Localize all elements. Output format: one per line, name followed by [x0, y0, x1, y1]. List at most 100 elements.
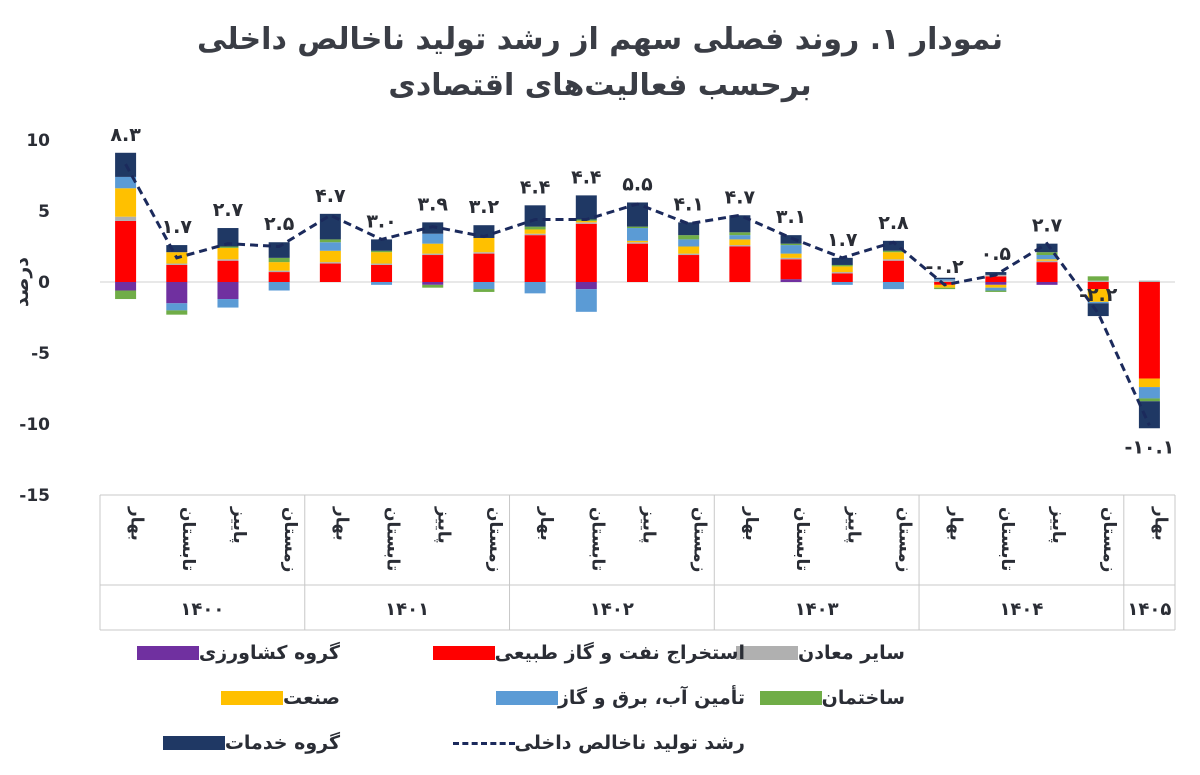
- group-label: ۱۴۰۴: [999, 599, 1043, 620]
- data-label: ۳.۹: [418, 193, 449, 215]
- data-label: -۰.۲: [925, 256, 964, 278]
- bar-segment: [729, 232, 751, 236]
- group-label: ۱۴۰۳: [795, 599, 839, 620]
- bar-segment: [627, 240, 648, 243]
- y-axis-label: درصد: [11, 257, 33, 307]
- legend-label: گروه خدمات: [224, 732, 340, 754]
- data-label: ۵.۵: [622, 173, 653, 195]
- bar-segment: [268, 257, 290, 263]
- bar-segment: [166, 303, 188, 311]
- x-tick-label: زمستان: [485, 507, 505, 572]
- bar-segment: [575, 289, 597, 312]
- bar-segment: [473, 252, 495, 254]
- bar-segment: [166, 245, 188, 253]
- bar-segment: [319, 242, 341, 251]
- data-label: -۲.۲: [1079, 284, 1118, 306]
- bar-segment: [524, 205, 546, 227]
- bar-segment: [217, 260, 239, 282]
- legend-swatch: [432, 646, 495, 660]
- bar-segment: [1087, 289, 1109, 302]
- y-tick-label: -5: [31, 344, 50, 364]
- bar-segment: [1087, 282, 1109, 290]
- bar-segment: [473, 282, 495, 290]
- bar-segment: [371, 282, 393, 285]
- x-tick-label: زمستان: [690, 507, 710, 572]
- x-tick-label: پاییز: [1048, 506, 1068, 544]
- data-label: ۴.۷: [315, 185, 346, 207]
- bar-segment: [371, 250, 393, 253]
- data-label: ۲.۵: [264, 213, 295, 235]
- legend-swatch: [221, 691, 284, 705]
- legend-label: استخراج نفت و گاز طبیعی: [494, 642, 745, 664]
- bar-segment: [1138, 378, 1160, 388]
- bar-segment: [1138, 280, 1160, 282]
- bar-segment: [319, 213, 341, 240]
- legend-swatch: [736, 646, 799, 660]
- legend-item: گروه کشاورزی: [121, 638, 340, 668]
- data-label: ۴.۷: [725, 186, 756, 208]
- legend-item: استخراج نفت و گاز طبیعی: [417, 638, 745, 668]
- bar-segment: [1036, 260, 1058, 263]
- bar-segment: [882, 259, 904, 261]
- bar-segment: [422, 243, 444, 254]
- bar-segment: [1138, 282, 1160, 379]
- data-label: -۱۰.۱: [1124, 436, 1174, 458]
- group-label: ۱۴۰۲: [590, 599, 634, 620]
- bar-segment: [217, 228, 239, 247]
- bar-segment: [575, 282, 597, 290]
- bar-segment: [371, 239, 393, 251]
- group-label: ۱۴۰۰: [180, 599, 224, 620]
- group-label: ۱۴۰۵: [1127, 599, 1171, 620]
- legend-line-swatch: [452, 741, 515, 745]
- chart-subtitle: برحسب فعالیت‌های اقتصادی: [388, 68, 812, 103]
- bar-segment: [729, 245, 751, 247]
- bar-segment: [319, 250, 341, 263]
- bar-segment: [780, 279, 802, 282]
- bar-segment: [985, 276, 1007, 282]
- data-label: ۳.۱: [776, 206, 806, 228]
- legend-swatch: [495, 691, 558, 705]
- data-label: ۰.۵: [981, 243, 1012, 265]
- bar-segment: [524, 235, 546, 282]
- x-tick-label: زمستان: [894, 507, 914, 572]
- bar-segment: [268, 262, 290, 271]
- data-label: ۲.۷: [213, 199, 244, 221]
- bar-segment: [831, 266, 853, 273]
- bar-segment: [780, 253, 802, 258]
- bar-segment: [371, 264, 393, 282]
- data-label: ۴.۴: [571, 166, 601, 188]
- bar-segment: [831, 272, 853, 274]
- bar-segment: [1036, 262, 1058, 282]
- bar-segment: [882, 240, 904, 251]
- bar-segment: [627, 242, 648, 244]
- legend-label: تأمین آب، برق و گاز: [557, 687, 745, 709]
- bar-segment: [473, 253, 495, 282]
- bar-segment: [575, 223, 597, 282]
- x-tick-label: بهار: [946, 506, 966, 541]
- bar-segment: [678, 239, 700, 247]
- bar-segment: [627, 243, 648, 282]
- x-tick-label: تابستان: [792, 507, 812, 571]
- bar-segment: [1087, 276, 1109, 281]
- legend-swatch: [162, 736, 225, 750]
- bar-segment: [985, 282, 1007, 285]
- bar-segment: [268, 282, 290, 291]
- bar-segment: [217, 246, 239, 248]
- bar-segment: [1036, 255, 1058, 260]
- x-tick-label: بهار: [1150, 506, 1170, 541]
- bar-segment: [268, 242, 290, 258]
- x-tick-label: بهار: [331, 506, 351, 541]
- bar-segment: [166, 282, 188, 304]
- bar-segment: [678, 246, 700, 254]
- bar-segment: [678, 255, 700, 282]
- bar-segment: [217, 282, 239, 300]
- bar-segment: [115, 176, 137, 189]
- chart-area: 10 5 0 -5 -10 -15 درصد ۸.۳ ۱.۷ ۲.۷ ۲.۵ ۴.۷ ۳.۰ ۳.۹ ۳.۲…: [11, 124, 1176, 631]
- bar-segment: [985, 287, 1007, 291]
- data-label: ۳.۲: [469, 196, 500, 218]
- bar-segment: [627, 202, 648, 227]
- bar-segment: [831, 273, 853, 282]
- legend-item: صنعت: [205, 683, 340, 713]
- legend-swatch: [759, 691, 822, 705]
- bar-segment: [729, 235, 751, 240]
